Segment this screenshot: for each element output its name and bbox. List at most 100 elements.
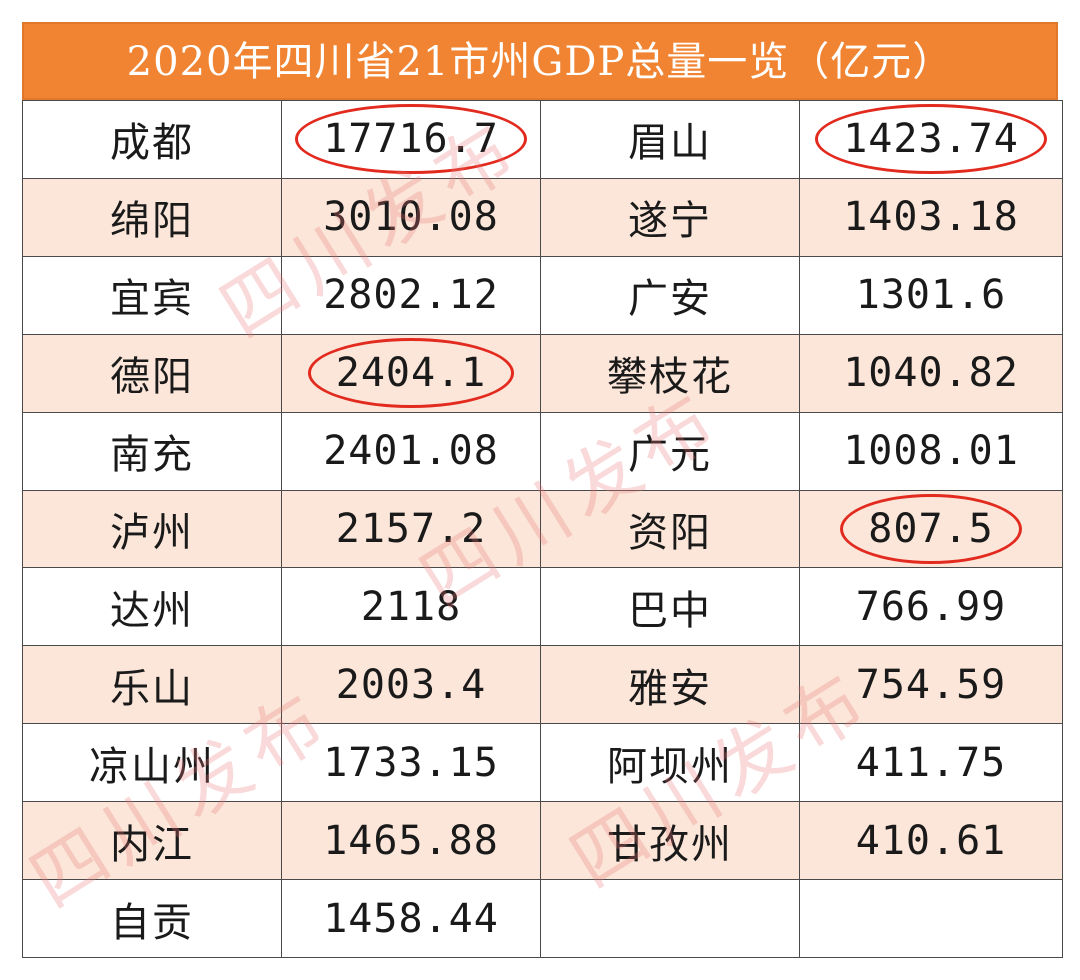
- city-name: 甘孜州: [607, 821, 733, 868]
- gdp-value: 807.5: [840, 493, 1023, 564]
- gdp-value-cell: 2157.2: [281, 489, 541, 569]
- city-name-cell: 甘孜州: [540, 801, 800, 881]
- gdp-value: 1458.44: [323, 895, 499, 942]
- city-name-cell: 遂宁: [540, 177, 800, 257]
- city-name: 宜宾: [110, 276, 194, 323]
- table-row: 乐山 2003.4 雅安 754.59: [22, 645, 1063, 725]
- table-row: 内江 1465.88 甘孜州 410.61: [22, 801, 1063, 881]
- city-name-cell: 自贡: [22, 879, 282, 958]
- gdp-value: 1733.15: [323, 739, 499, 786]
- gdp-value: 754.59: [855, 661, 1007, 708]
- city-name-cell: 广元: [540, 411, 800, 491]
- city-name: 遂宁: [628, 198, 712, 245]
- gdp-value: 1301.6: [855, 272, 1007, 319]
- city-name-cell: 德阳: [22, 333, 282, 413]
- gdp-value-cell: 807.5: [799, 489, 1063, 569]
- city-name-cell: 达州: [22, 567, 282, 647]
- gdp-value-cell: 766.99: [799, 567, 1063, 647]
- gdp-value: 2802.12: [323, 272, 499, 319]
- gdp-value-cell: 1733.15: [281, 723, 541, 803]
- gdp-value: 2401.08: [323, 428, 499, 475]
- table-row: 绵阳 3010.08 遂宁 1403.18: [22, 177, 1063, 257]
- gdp-value-cell: 17716.7: [281, 100, 541, 179]
- table-row: 凉山州 1733.15 阿坝州 411.75: [22, 723, 1063, 803]
- gdp-value: 2003.4: [335, 661, 487, 708]
- gdp-value: 1465.88: [323, 817, 499, 864]
- gdp-value-cell: 2003.4: [281, 645, 541, 725]
- gdp-value-cell: 1301.6: [799, 255, 1063, 335]
- gdp-value: 410.61: [855, 817, 1007, 864]
- city-name: 自贡: [110, 899, 194, 946]
- gdp-value: 1040.82: [843, 350, 1019, 397]
- table-row: 南充 2401.08 广元 1008.01: [22, 411, 1063, 491]
- city-name-cell: 绵阳: [22, 177, 282, 257]
- gdp-value-cell: 1423.74: [799, 100, 1063, 179]
- gdp-value-cell: 410.61: [799, 801, 1063, 881]
- gdp-value-cell: 411.75: [799, 723, 1063, 803]
- gdp-value: 3010.08: [323, 194, 499, 241]
- city-name-cell: 资阳: [540, 489, 800, 569]
- city-name: 攀枝花: [607, 354, 733, 401]
- city-name: 达州: [110, 587, 194, 634]
- city-name: 泸州: [110, 509, 194, 556]
- city-name-cell: 宜宾: [22, 255, 282, 335]
- gdp-value: 17716.7: [295, 104, 527, 175]
- city-name-cell: 眉山: [540, 100, 800, 179]
- city-name: 绵阳: [110, 198, 194, 245]
- city-name-cell: 攀枝花: [540, 333, 800, 413]
- gdp-value-cell: 3010.08: [281, 177, 541, 257]
- gdp-value-cell: 1403.18: [799, 177, 1063, 257]
- gdp-value: 411.75: [855, 739, 1007, 786]
- city-name-cell: 巴中: [540, 567, 800, 647]
- gdp-value: 1423.74: [815, 104, 1047, 175]
- city-name-cell: 广安: [540, 255, 800, 335]
- city-name-cell: 乐山: [22, 645, 282, 725]
- city-name-cell: 泸州: [22, 489, 282, 569]
- table-title: 2020年四川省21市州GDP总量一览（亿元）: [22, 22, 1058, 100]
- city-name: 凉山州: [89, 743, 215, 790]
- city-name-cell: 阿坝州: [540, 723, 800, 803]
- gdp-value-cell: [799, 879, 1063, 958]
- gdp-value: 766.99: [855, 583, 1007, 630]
- gdp-value-cell: 2802.12: [281, 255, 541, 335]
- gdp-value-cell: 1008.01: [799, 411, 1063, 491]
- gdp-value-cell: 754.59: [799, 645, 1063, 725]
- city-name: 德阳: [110, 354, 194, 401]
- gdp-table-sheet: 2020年四川省21市州GDP总量一览（亿元） 成都 17716.7 眉山 1423.…: [22, 22, 1063, 958]
- gdp-value-cell: 1465.88: [281, 801, 541, 881]
- gdp-value-cell: 1040.82: [799, 333, 1063, 413]
- city-name-cell: 内江: [22, 801, 282, 881]
- city-name: 乐山: [110, 665, 194, 712]
- city-name: 阿坝州: [607, 743, 733, 790]
- gdp-value-cell: 1458.44: [281, 879, 541, 958]
- city-name-cell: 雅安: [540, 645, 800, 725]
- gdp-value-cell: 2401.08: [281, 411, 541, 491]
- table-row: 达州 2118 巴中 766.99: [22, 567, 1063, 647]
- city-name: 资阳: [628, 509, 712, 556]
- gdp-value: 2118: [360, 583, 462, 630]
- table-row: 德阳 2404.1 攀枝花 1040.82: [22, 333, 1063, 413]
- table-row: 泸州 2157.2 资阳 807.5: [22, 489, 1063, 569]
- gdp-value-cell: 2404.1: [281, 333, 541, 413]
- gdp-value: 1403.18: [843, 194, 1019, 241]
- city-name: 南充: [110, 432, 194, 479]
- gdp-value-cell: 2118: [281, 567, 541, 647]
- city-name: 广安: [628, 276, 712, 323]
- city-name-cell: 南充: [22, 411, 282, 491]
- city-name: 成都: [110, 120, 194, 167]
- table-row: 成都 17716.7 眉山 1423.74: [22, 100, 1063, 179]
- city-name-cell: 凉山州: [22, 723, 282, 803]
- gdp-value: 1008.01: [843, 428, 1019, 475]
- city-name: 广元: [628, 432, 712, 479]
- city-name-cell: [540, 879, 800, 958]
- city-name: 内江: [110, 821, 194, 868]
- table-row: 自贡 1458.44: [22, 879, 1063, 958]
- city-name: 眉山: [628, 120, 712, 167]
- city-name-cell: 成都: [22, 100, 282, 179]
- city-name: 雅安: [628, 665, 712, 712]
- gdp-value: 2404.1: [307, 338, 514, 409]
- gdp-table: 成都 17716.7 眉山 1423.74 绵阳 3010.08 遂宁 1403.18 宜宾 28…: [22, 100, 1063, 958]
- city-name: 巴中: [628, 587, 712, 634]
- table-row: 宜宾 2802.12 广安 1301.6: [22, 255, 1063, 335]
- gdp-value: 2157.2: [335, 505, 487, 552]
